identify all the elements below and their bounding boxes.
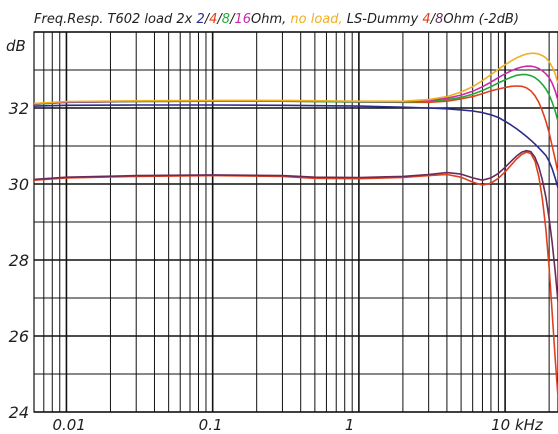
title-part: 4 xyxy=(209,12,217,27)
title-part: / xyxy=(216,12,223,27)
title-part: no load, xyxy=(290,12,342,27)
x-tick-label: 1 xyxy=(345,416,355,434)
y-tick-labels: 24 26 28 30 32 xyxy=(9,99,29,422)
title-part: Freq.Resp. T602 load 2x xyxy=(34,12,196,27)
title-part: 16 xyxy=(234,12,251,27)
title-part: / xyxy=(229,12,236,27)
y-axis-label: dB xyxy=(6,37,26,55)
series-line xyxy=(33,104,558,189)
series-line xyxy=(33,85,558,173)
title-part: 8 xyxy=(435,12,443,27)
y-tick-label: 26 xyxy=(9,327,29,346)
title-part: LS-Dummy xyxy=(343,12,423,27)
title-part: Ohm (-2dB) xyxy=(443,12,519,27)
x-tick-labels: 0.01 0.1 1 10 kHz xyxy=(52,416,543,434)
y-tick-label: 24 xyxy=(9,403,29,422)
series-line xyxy=(33,149,558,302)
title-part: / xyxy=(430,12,437,27)
x-tick-label: 0.01 xyxy=(52,416,85,434)
grid-lines xyxy=(33,31,558,413)
title-part: 8 xyxy=(222,12,230,27)
y-tick-label: 28 xyxy=(9,251,29,270)
title-part: 4 xyxy=(422,12,430,27)
series-line xyxy=(33,52,558,105)
series-line xyxy=(33,151,558,397)
title-part: 2 xyxy=(196,12,204,27)
y-tick-label: 30 xyxy=(9,175,29,194)
x-tick-label: 10 kHz xyxy=(491,416,544,434)
series-lines xyxy=(33,52,558,397)
x-tick-label: 0.1 xyxy=(199,416,223,434)
series-line xyxy=(33,65,558,105)
title-part: Ohm, xyxy=(251,12,290,27)
title-part: / xyxy=(204,12,211,27)
chart-title: Freq.Resp. T602 load 2x 2/4/8/16Ohm, no … xyxy=(34,12,519,27)
y-tick-label: 32 xyxy=(9,99,29,118)
